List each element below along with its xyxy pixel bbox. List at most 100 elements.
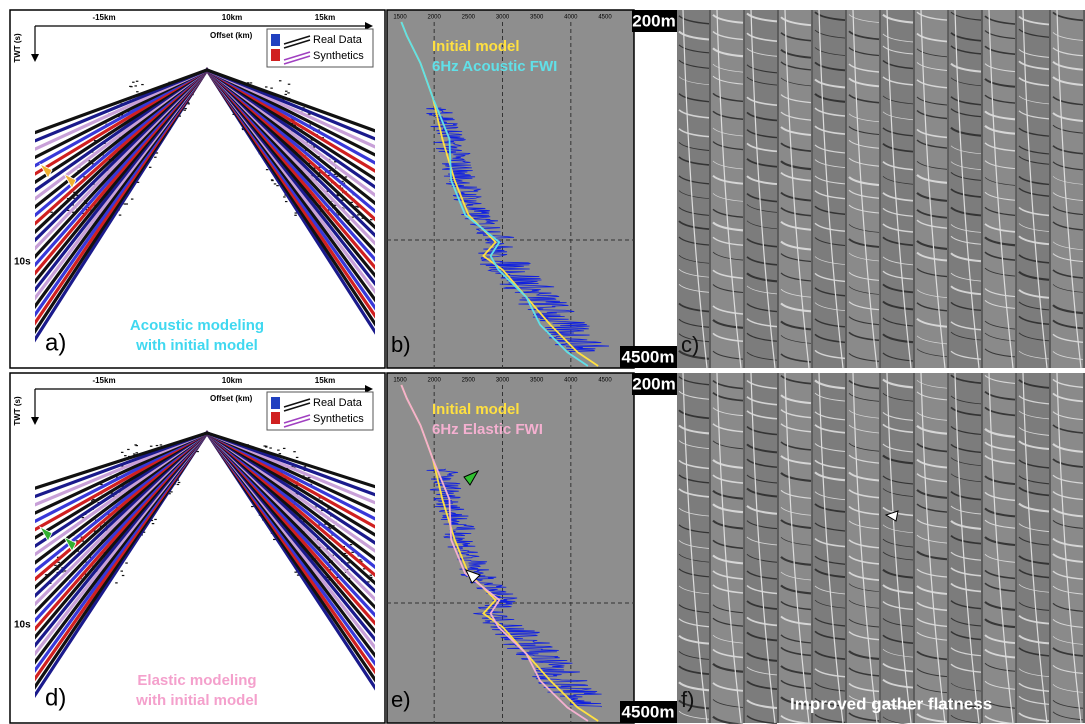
speckle (150, 519, 154, 522)
velocity-tick: 3500 (530, 378, 544, 384)
speckle (318, 172, 322, 174)
speckle (196, 450, 199, 453)
event (1018, 301, 1050, 311)
event (750, 9, 776, 369)
event (780, 320, 812, 331)
event (1022, 9, 1048, 369)
event (746, 631, 778, 642)
speckle (80, 536, 84, 538)
event (780, 353, 812, 363)
y-axis-title: TWT (s) (13, 33, 22, 63)
event (848, 471, 880, 482)
legend-box (266, 28, 374, 68)
event (678, 681, 710, 692)
event (882, 45, 914, 55)
speckle (124, 455, 127, 457)
event (1052, 124, 1084, 134)
event (950, 126, 982, 137)
event (1018, 614, 1050, 625)
event (746, 570, 778, 580)
gather-strip (881, 10, 914, 368)
event (916, 48, 948, 58)
event (916, 617, 948, 628)
event (950, 473, 982, 483)
event (916, 268, 948, 278)
inner-region (51, 447, 363, 720)
speckle (136, 181, 140, 183)
event (848, 224, 880, 233)
event (780, 94, 812, 104)
speckle (327, 209, 330, 211)
x-axis-title: Offset (km) (210, 31, 253, 40)
event (950, 490, 982, 501)
event (950, 77, 982, 87)
event (814, 713, 846, 724)
event (886, 9, 912, 369)
event (916, 109, 948, 120)
event (712, 474, 744, 484)
event (1018, 395, 1050, 405)
event (746, 351, 778, 361)
event (848, 126, 880, 136)
event (882, 300, 914, 311)
event (916, 412, 948, 421)
event (984, 142, 1016, 152)
panel-label: f) (681, 687, 694, 712)
marker-arrow (62, 536, 77, 552)
event (848, 352, 880, 362)
event (678, 474, 710, 484)
event (984, 206, 1016, 216)
event (984, 406, 1016, 417)
gather-strip (745, 373, 778, 723)
speckle (183, 109, 186, 111)
event (780, 111, 812, 121)
legend-label: Synthetics (313, 50, 364, 62)
event (1052, 192, 1084, 202)
event (984, 680, 1016, 690)
speckle (81, 517, 85, 519)
velocity-tick: 3500 (530, 15, 544, 21)
event (712, 63, 744, 73)
event (716, 9, 742, 369)
event (984, 634, 1016, 645)
event (746, 96, 778, 107)
speckle (155, 152, 159, 154)
legend-label: 6Hz Acoustic FWI (432, 58, 557, 75)
event (818, 9, 844, 369)
event (746, 238, 778, 248)
event (814, 568, 846, 579)
event (950, 663, 982, 673)
event (780, 16, 812, 27)
event (712, 407, 744, 417)
event (1052, 664, 1084, 674)
panel-label: e) (391, 687, 411, 712)
event (984, 320, 1016, 330)
event (746, 256, 778, 266)
event (916, 391, 948, 401)
event (1018, 270, 1050, 281)
speckle (130, 86, 133, 88)
event (1018, 95, 1050, 105)
event (712, 30, 744, 41)
y-tick-label: 10s (14, 620, 31, 631)
event (950, 321, 982, 331)
speckle (303, 466, 307, 468)
event (746, 175, 778, 186)
event (950, 301, 982, 312)
event (712, 92, 744, 103)
event (780, 571, 812, 581)
event (916, 62, 948, 71)
event (678, 220, 710, 230)
event (1052, 537, 1084, 548)
event (882, 648, 914, 658)
event (814, 78, 846, 89)
event (916, 534, 948, 544)
event (882, 378, 914, 389)
event (882, 618, 914, 627)
event (920, 372, 946, 724)
speckle (269, 447, 272, 449)
event (780, 665, 812, 675)
event (1052, 60, 1084, 71)
event (712, 236, 744, 246)
event (848, 63, 880, 73)
